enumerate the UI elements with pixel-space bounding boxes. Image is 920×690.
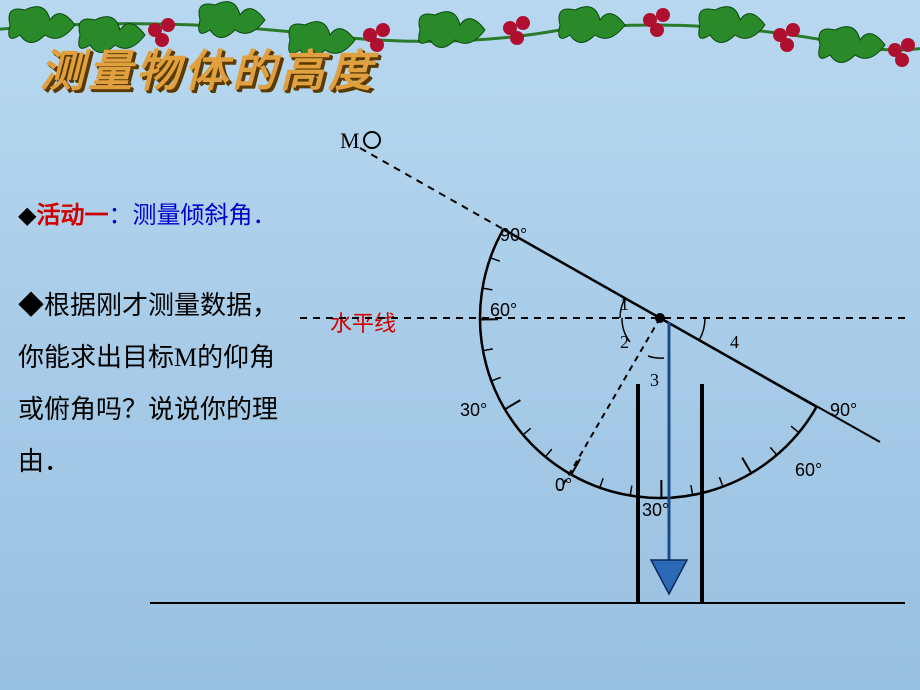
degree-label: 60°: [795, 460, 822, 481]
degree-label: 90°: [500, 225, 527, 246]
horizon-label: 水平线: [330, 306, 396, 338]
angle-number: 3: [650, 370, 659, 391]
degree-label: 30°: [642, 500, 669, 521]
activity-colon: ：: [108, 203, 132, 229]
question-body: 根据刚才测量数据，你能求出目标M的仰角或俯角吗？说说你的理由．: [18, 291, 278, 476]
degree-label: 90°: [830, 400, 857, 421]
angle-number: 1: [620, 294, 629, 315]
angle-number: 2: [620, 332, 629, 353]
page-title: 测量物体的高度: [40, 35, 376, 99]
degree-label: 0°: [555, 475, 572, 496]
degree-label: 30°: [460, 400, 487, 421]
point-m-label: M: [340, 128, 360, 154]
activity-text: 测量倾斜角．: [132, 203, 276, 229]
activity-diamond: ◆: [18, 203, 36, 229]
question-diamond: ◆: [18, 291, 44, 320]
angle-number: 4: [730, 332, 739, 353]
question-text: ◆根据刚才测量数据，你能求出目标M的仰角或俯角吗？说说你的理由．: [18, 280, 298, 488]
activity-label: 活动一: [36, 203, 108, 229]
degree-label: 60°: [490, 300, 517, 321]
activity-heading: ◆活动一：测量倾斜角．: [18, 195, 276, 230]
